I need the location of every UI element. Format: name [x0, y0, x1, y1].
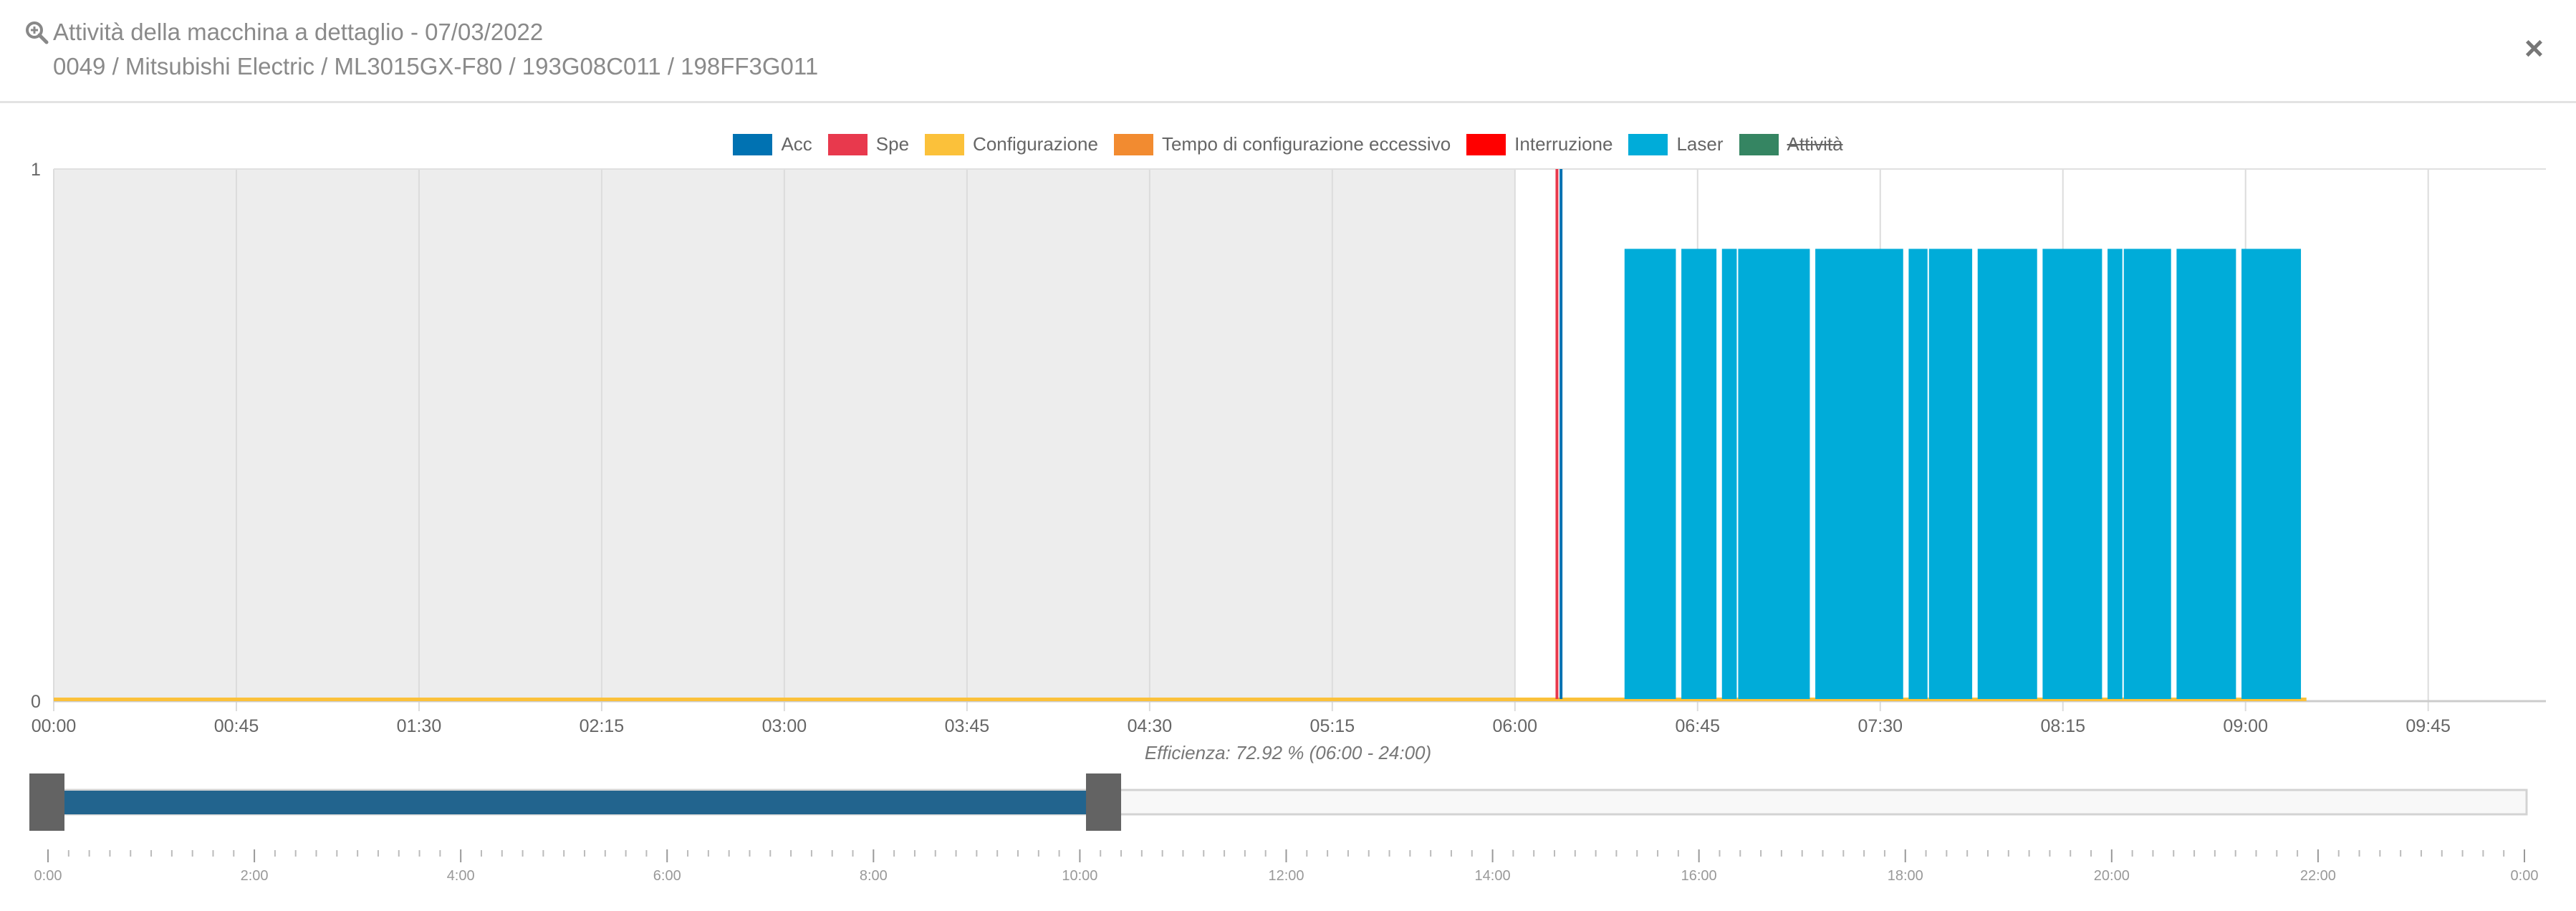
x-tick-label: 03:00: [762, 716, 807, 736]
slider-tick-label: 10:00: [1062, 868, 1097, 884]
laser-bar: [1977, 249, 2037, 699]
legend-swatch: [1628, 133, 1668, 155]
legend-item-tempo-di-configurazione-eccessivo[interactable]: Tempo di configurazione eccessivo: [1113, 133, 1451, 155]
x-tick-label: 07:30: [1857, 716, 1903, 736]
legend-label: Tempo di configurazione eccessivo: [1161, 133, 1451, 155]
y-tick-label: 0: [31, 692, 41, 712]
legend-label: Interruzione: [1514, 133, 1613, 155]
slider-tick-label: 6:00: [653, 868, 681, 884]
chart-legend: Acc Spe Configurazione Tempo di configurazi…: [0, 133, 2576, 155]
y-tick-label: 1: [31, 160, 41, 180]
slider-tick-label: 8:00: [860, 868, 888, 884]
legend-swatch: [1739, 133, 1779, 155]
slider-tick-label: 12:00: [1268, 868, 1304, 884]
x-tick-label: 08:15: [2040, 716, 2085, 736]
legend-label: Attività: [1787, 133, 1843, 155]
slider-tick-label: 18:00: [1888, 868, 1923, 884]
legend-label: Laser: [1676, 133, 1724, 155]
modal-title: Attività della macchina a dettaglio - 07…: [24, 19, 543, 46]
x-tick-label: 00:45: [214, 716, 259, 736]
slider-tick-label: 20:00: [2094, 868, 2130, 884]
configurazione-line: [54, 698, 2307, 701]
laser-bar: [2108, 249, 2123, 699]
acc-bar: [1559, 169, 1563, 699]
laser-bar: [2042, 249, 2102, 699]
legend-item-configurazione[interactable]: Configurazione: [925, 133, 1098, 155]
laser-bar: [1928, 249, 1973, 699]
time-range-slider: 0:00 2:00 4:00 6:00 8:00 10:00 12:00 14:00 16:00…: [29, 773, 2538, 884]
x-tick-label: 01:30: [397, 716, 442, 736]
legend-label: Acc: [781, 133, 812, 155]
slider-handle-end[interactable]: [1086, 773, 1122, 831]
slider-tick-label: 0:00: [2511, 868, 2539, 884]
legend-item-laser[interactable]: Laser: [1628, 133, 1724, 155]
modal-title-text: Attività della macchina a dettaglio - 07…: [53, 19, 544, 45]
x-tick-label: 04:30: [1128, 716, 1173, 736]
laser-bar: [1815, 249, 1903, 699]
slider-tick-label: 4:00: [447, 868, 475, 884]
legend-label: Configurazione: [973, 133, 1098, 155]
slider-tick-label: 0:00: [34, 868, 62, 884]
laser-bar: [2123, 249, 2171, 699]
slider-tick-label: 16:00: [1681, 868, 1717, 884]
slider-handle-start[interactable]: [29, 773, 64, 831]
legend-item-attivit-[interactable]: Attività: [1739, 133, 1843, 155]
laser-bar: [2176, 249, 2236, 699]
spe-bar: [1555, 169, 1559, 699]
laser-bar: [1681, 249, 1717, 699]
x-tick-label: 06:00: [1493, 716, 1538, 736]
efficiency-label: Efficienza: 72.92 % (06:00 - 24:00): [1144, 742, 1432, 763]
x-tick-label: 06:45: [1675, 716, 1720, 736]
x-tick-label: 05:15: [1310, 716, 1355, 736]
zoom-in-icon: [26, 21, 49, 44]
laser-bar: [1908, 249, 1928, 699]
slider-tick-label: 2:00: [241, 868, 269, 884]
x-tick-label: 09:45: [2406, 716, 2451, 736]
slider-tick-label: 22:00: [2300, 868, 2336, 884]
laser-bar: [1738, 249, 1810, 699]
laser-bar: [1624, 249, 1676, 699]
slider-selected-range: [62, 791, 1105, 814]
laser-bar: [2241, 249, 2302, 699]
legend-swatch: [827, 133, 868, 155]
legend-swatch: [733, 133, 773, 155]
laser-bar: [1721, 249, 1737, 699]
slider-tick-label: 14:00: [1475, 868, 1511, 884]
legend-item-interruzione[interactable]: Interruzione: [1466, 133, 1613, 155]
legend-item-acc[interactable]: Acc: [733, 133, 812, 155]
legend-swatch: [1113, 133, 1153, 155]
x-tick-label: 03:45: [945, 716, 990, 736]
x-tick-label: 00:00: [32, 716, 77, 736]
legend-label: Spe: [875, 133, 910, 155]
x-tick-label: 09:00: [2223, 716, 2268, 736]
machine-path: 0049 / Mitsubishi Electric / ML3015GX-F8…: [53, 53, 819, 79]
close-button[interactable]: ×: [2524, 29, 2544, 67]
legend-swatch: [925, 133, 965, 155]
modal-header: Attività della macchina a dettaglio - 07…: [0, 0, 2576, 103]
legend-item-spe[interactable]: Spe: [827, 133, 910, 155]
legend-swatch: [1466, 133, 1506, 155]
x-tick-label: 02:15: [580, 716, 625, 736]
